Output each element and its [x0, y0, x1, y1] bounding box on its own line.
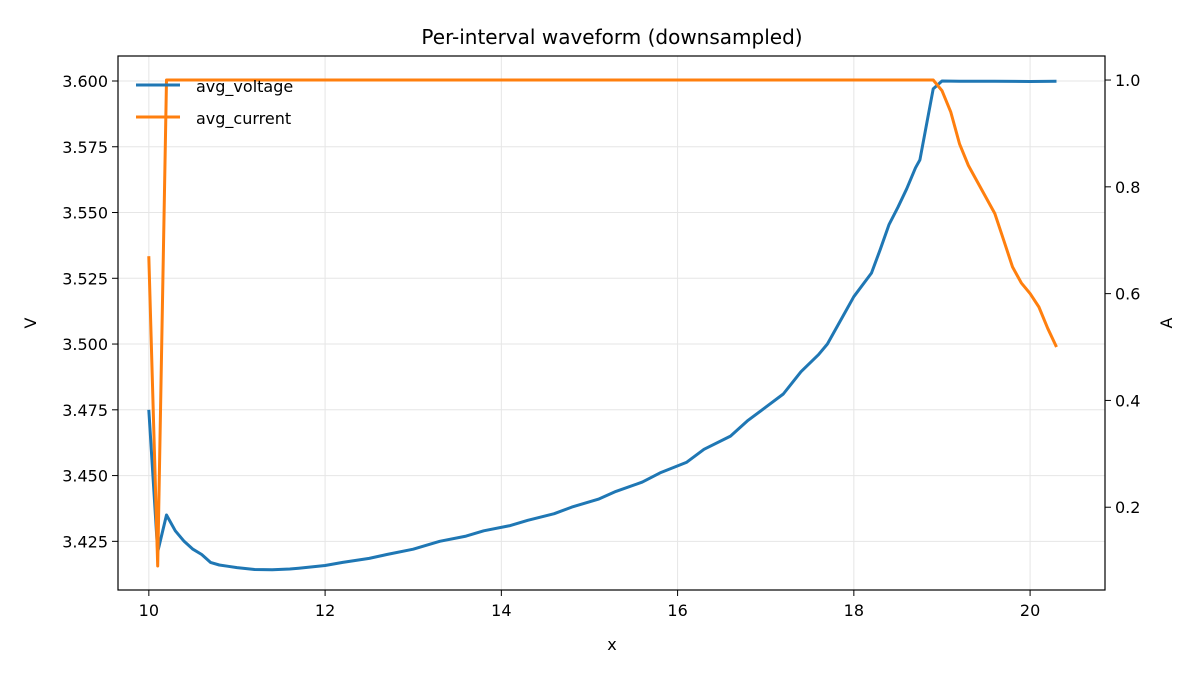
x-tick-label: 10 — [139, 601, 159, 620]
plot-frame — [117, 55, 1106, 591]
left-y-tick-label: 3.425 — [62, 532, 108, 551]
left-y-tick-label: 3.550 — [62, 204, 108, 223]
x-axis-label: x — [607, 635, 616, 654]
right-y-tick-label: 0.6 — [1115, 285, 1140, 304]
right-y-tick-label: 0.8 — [1115, 178, 1140, 197]
left-y-tick-label: 3.475 — [62, 401, 108, 420]
x-tick-label: 12 — [315, 601, 335, 620]
legend: avg_voltage avg_current — [136, 77, 293, 129]
x-tick-label: 14 — [491, 601, 511, 620]
left-y-axis: 3.425 3.450 3.475 3.500 3.525 3.550 3.575 3.600 — [62, 72, 118, 551]
legend-label-avg-current: avg_current — [196, 109, 291, 129]
right-y-tick-label: 0.4 — [1115, 391, 1140, 410]
x-tick-label: 16 — [667, 601, 687, 620]
left-y-tick-label: 3.575 — [62, 138, 108, 157]
chart-title: Per-interval waveform (downsampled) — [421, 25, 802, 49]
x-axis: 10 12 14 16 18 20 — [139, 590, 1040, 620]
left-y-tick-label: 3.500 — [62, 335, 108, 354]
x-tick-label: 20 — [1020, 601, 1040, 620]
left-y-tick-label: 3.525 — [62, 269, 108, 288]
avg-voltage-line — [147, 79, 1057, 572]
legend-label-avg-voltage: avg_voltage — [196, 77, 293, 97]
right-y-axis: 0.2 0.4 0.6 0.8 1.0 — [1105, 71, 1140, 517]
left-y-axis-label: V — [21, 317, 40, 328]
left-y-tick-label: 3.600 — [62, 72, 108, 91]
avg-current-line — [147, 78, 1058, 568]
left-y-tick-label: 3.450 — [62, 467, 108, 486]
right-y-tick-label: 0.2 — [1115, 498, 1140, 517]
right-y-axis-label: A — [1157, 317, 1176, 328]
right-y-tick-label: 1.0 — [1115, 71, 1140, 90]
x-tick-label: 18 — [844, 601, 864, 620]
